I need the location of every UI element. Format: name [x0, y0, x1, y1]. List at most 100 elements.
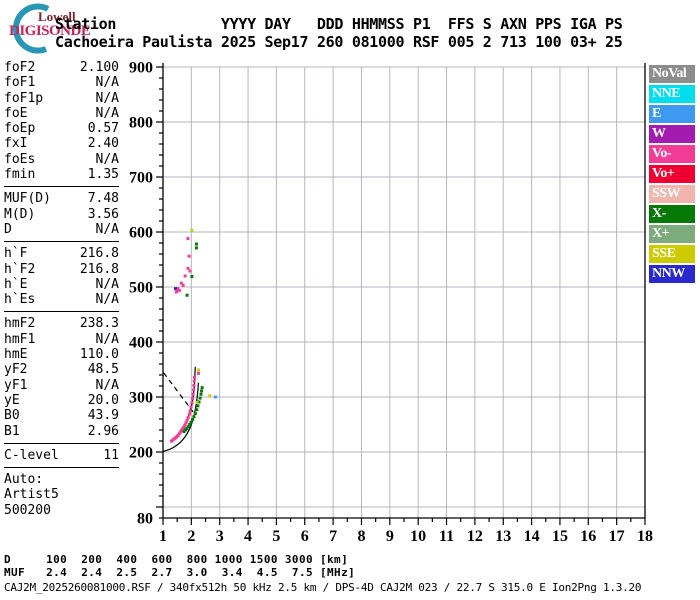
param-row-fmin: fmin 1.35 [4, 167, 119, 182]
param-row-500200: 500200 [4, 503, 119, 518]
echo-point [173, 287, 177, 291]
x-mode-echo-trace [182, 386, 204, 434]
echo-point [182, 430, 186, 434]
param-value: 238.3 [79, 316, 119, 332]
echo-point [186, 237, 190, 241]
x-tick-label: 18 [637, 528, 653, 545]
y-tick-label: 900 [129, 60, 153, 77]
echo-point [183, 423, 187, 427]
param-row-hf2: h`F2 216.8 [4, 262, 119, 277]
x-tick-label: 2 [187, 528, 195, 545]
param-label: foF2 [4, 60, 36, 75]
param-label: B0 [4, 408, 20, 424]
x-tick-label: 16 [580, 528, 596, 545]
echo-point [200, 386, 204, 390]
param-separator [4, 186, 119, 188]
muf-transmission-curve [163, 372, 194, 413]
echo-point [183, 274, 187, 278]
echo-point [187, 254, 191, 258]
param-row-b0: B0 43.9 [4, 408, 119, 423]
echo-point [179, 281, 183, 285]
echo-point [196, 368, 200, 372]
y-tick-label: 600 [129, 225, 153, 242]
legend-item-ssw: SSW [649, 185, 695, 203]
param-label: h`F2 [4, 261, 36, 277]
echo-point [193, 412, 197, 415]
param-value: 2.40 [87, 136, 119, 152]
parameter-panel: foF2 2.100 foF1 N/A foF1p N/A foE N/A foEp 0.57 fx… [4, 60, 119, 518]
param-row-yf2: yF2 48.5 [4, 362, 119, 377]
param-value: N/A [95, 105, 119, 121]
x-tick-label: 1 [159, 528, 167, 545]
legend-item-x: X+ [649, 225, 695, 243]
x-tick-label: 15 [552, 528, 568, 545]
x-axis-labels: 1 2 3 4 5 6 7 8 9 10 11 12 13 14 15 16 17 18 [159, 528, 653, 545]
echo-point [187, 412, 191, 416]
echo-point [184, 421, 188, 425]
x-tick-label: 11 [439, 528, 454, 545]
x-tick-label: 10 [410, 528, 426, 545]
status-color-legend: NoVal NNE E W Vo- Vo+ SSW X- X+ SSE NNW [649, 65, 697, 285]
y-axis-labels: 900 800 700 600 500 400 300 200 80 [129, 60, 153, 528]
legend-item-x: X- [649, 205, 695, 223]
param-value: N/A [95, 90, 119, 106]
param-value: N/A [95, 292, 119, 308]
param-value: N/A [95, 221, 119, 237]
x-tick-label: 4 [244, 528, 252, 545]
y-tick-label: 300 [129, 390, 153, 407]
echo-point [192, 379, 196, 383]
header-text: Station YYYY DAY DDD HHMMSS P1 FFS S AXN… [55, 15, 623, 51]
param-row-clevel: C-level 11 [4, 448, 119, 463]
echo-point [194, 246, 198, 250]
param-label: Auto: [4, 472, 44, 488]
x-tick-label: 3 [216, 528, 224, 545]
y-tick-label: 800 [129, 115, 153, 132]
distance-row: D 100 200 400 600 800 1000 1500 3000 [km… [4, 553, 349, 566]
legend-item-vo: Vo+ [649, 165, 695, 183]
param-label: B1 [4, 423, 20, 439]
echo-point [176, 434, 180, 437]
param-value: 0.57 [87, 121, 119, 137]
x-tick-label: 14 [524, 528, 540, 545]
echo-point [186, 425, 190, 429]
echo-point [174, 290, 178, 294]
param-row-md: M(D) 3.56 [4, 207, 119, 222]
echo-point [213, 395, 217, 399]
param-separator [4, 241, 119, 243]
param-value: 7.48 [87, 191, 119, 207]
param-label: foEp [4, 121, 36, 137]
echo-point [182, 425, 186, 429]
echo-point [185, 418, 189, 422]
echo-point [186, 266, 190, 270]
legend-item-noval: NoVal [649, 65, 695, 83]
y-tick-label: 400 [129, 335, 153, 352]
echo-point [190, 418, 194, 422]
x-tick-label: 6 [301, 528, 309, 545]
logo-arc-icon [12, 3, 50, 54]
echo-point [192, 388, 196, 392]
param-value: 48.5 [87, 362, 119, 378]
echo-point [192, 375, 196, 379]
param-value: 20.0 [87, 392, 119, 408]
param-value: 2.96 [87, 423, 119, 439]
axes [162, 63, 646, 519]
legend-item-e: E [649, 105, 695, 123]
param-row-hme: hmE 110.0 [4, 347, 119, 362]
echo-point [189, 420, 193, 424]
param-row-fxi: fxI 2.40 [4, 136, 119, 151]
param-label: hmE [4, 347, 28, 363]
muf-row: MUF 2.4 2.4 2.5 2.7 3.0 3.4 4.5 7.5 [MHz… [4, 566, 356, 579]
param-separator [4, 442, 119, 444]
echo-point [188, 423, 192, 426]
echo-point [185, 426, 189, 430]
echo-point [190, 397, 194, 401]
param-label: fxI [4, 136, 28, 152]
param-separator [4, 311, 119, 313]
x-tick-label: 9 [386, 528, 394, 545]
param-label: h`Es [4, 292, 36, 308]
echo-point [190, 401, 194, 404]
y-tick-label: 500 [129, 280, 153, 297]
param-separator [4, 467, 119, 469]
param-label: hmF1 [4, 331, 36, 347]
param-value: 11 [103, 447, 119, 463]
